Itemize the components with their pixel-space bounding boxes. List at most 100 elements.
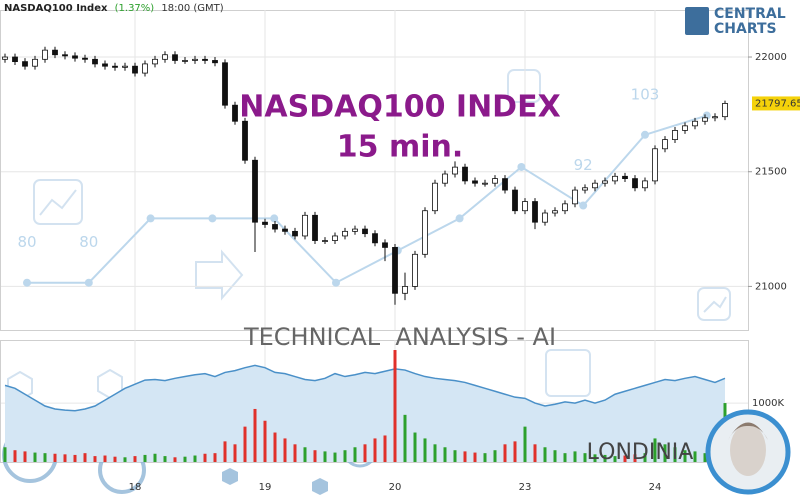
volume-bar (293, 444, 297, 462)
candle-body (132, 65, 138, 74)
candle-body (692, 120, 698, 127)
candle-body (392, 247, 398, 294)
volume-bar (193, 455, 197, 462)
score-point (84, 278, 93, 287)
volume-tick-label: 1000K (752, 398, 784, 409)
candle-body (82, 57, 88, 60)
volume-bar (113, 456, 117, 462)
candle-body (2, 56, 8, 60)
volume-bar (33, 452, 37, 462)
candle-body (262, 221, 268, 225)
candle-body (542, 212, 548, 223)
candle-body (102, 63, 108, 67)
candle-body (662, 139, 668, 150)
score-label: 103 (631, 85, 660, 103)
y-tick-label: 21500 (755, 167, 787, 178)
volume-bar (403, 414, 407, 462)
candle-body (172, 54, 178, 61)
candle-body (142, 63, 148, 74)
volume-bar (583, 453, 587, 462)
candle-body (442, 173, 448, 184)
volume-bar (123, 457, 127, 462)
indicator-area (5, 365, 725, 462)
volume-bar (23, 451, 27, 462)
x-tick-label: 20 (389, 482, 402, 493)
candle-body (472, 180, 478, 184)
candle-body (702, 117, 708, 122)
candle-body (512, 189, 518, 212)
last-price-label: 21797.65 (755, 98, 800, 109)
volume-bar (213, 453, 217, 462)
volume-bar (223, 441, 227, 462)
candle-body (552, 210, 558, 214)
header-title: NASDAQ100 Index (4, 3, 108, 14)
volume-bar (103, 455, 107, 462)
candle-body (352, 228, 358, 232)
volume-bar (333, 452, 337, 462)
volume-bar (613, 456, 617, 462)
candle-body (422, 210, 428, 255)
volume-bar (153, 453, 157, 462)
score-line (27, 114, 708, 284)
score-label: 80 (79, 233, 98, 251)
candle-body (612, 175, 618, 182)
volume-bar (603, 454, 607, 462)
candle-body (582, 187, 588, 191)
volume-bar (433, 444, 437, 462)
score-point (517, 162, 526, 171)
logo-text: CHARTS (714, 21, 777, 37)
volume-bar (283, 438, 287, 462)
candle-body (682, 125, 688, 131)
candle-body (412, 253, 418, 287)
icon (703, 296, 727, 313)
volume-bar (203, 453, 207, 462)
candle-body (322, 240, 328, 242)
volume-bar (173, 457, 177, 462)
candle-body (722, 103, 728, 118)
candle-body (292, 230, 298, 237)
volume-bar (593, 454, 597, 462)
candle-body (652, 148, 658, 182)
volume-bar (533, 444, 537, 462)
candle-body (152, 58, 158, 65)
candle-body (432, 182, 438, 212)
volume-bar (343, 450, 347, 462)
candle-body (192, 58, 198, 61)
volume-bar (483, 453, 487, 462)
volume-bar (163, 456, 167, 462)
volume-bar (133, 456, 137, 462)
icon (545, 349, 591, 397)
candle-body (372, 233, 378, 244)
volume-bar (83, 453, 87, 462)
volume-bar (643, 453, 647, 462)
candle-body (52, 49, 58, 56)
candle-body (222, 62, 228, 106)
candle-body (62, 54, 68, 57)
icon (697, 287, 731, 321)
candle-body (532, 201, 538, 223)
candle-body (522, 201, 528, 212)
volume-bar (303, 447, 307, 462)
score-label: 80 (17, 233, 36, 251)
candle-body (182, 60, 188, 62)
volume-bar (693, 451, 697, 462)
candle-body (492, 178, 498, 184)
candle-body (232, 104, 238, 122)
candle-body (242, 120, 248, 161)
avatar-hair (728, 422, 768, 440)
candle-body (452, 166, 458, 175)
volume-bar (353, 447, 357, 462)
candle-body (482, 182, 488, 185)
candle-body (382, 242, 388, 248)
candle-body (602, 180, 608, 184)
y-tick-label: 22000 (755, 52, 787, 63)
candle-body (402, 286, 408, 294)
x-tick-label: 24 (649, 482, 662, 493)
candle-body (212, 60, 218, 64)
candle-body (122, 65, 128, 68)
volume-bar (243, 426, 247, 462)
candle-body (42, 49, 48, 60)
candle-body (342, 230, 348, 237)
volume-bar (683, 450, 687, 462)
candle-body (92, 58, 98, 65)
